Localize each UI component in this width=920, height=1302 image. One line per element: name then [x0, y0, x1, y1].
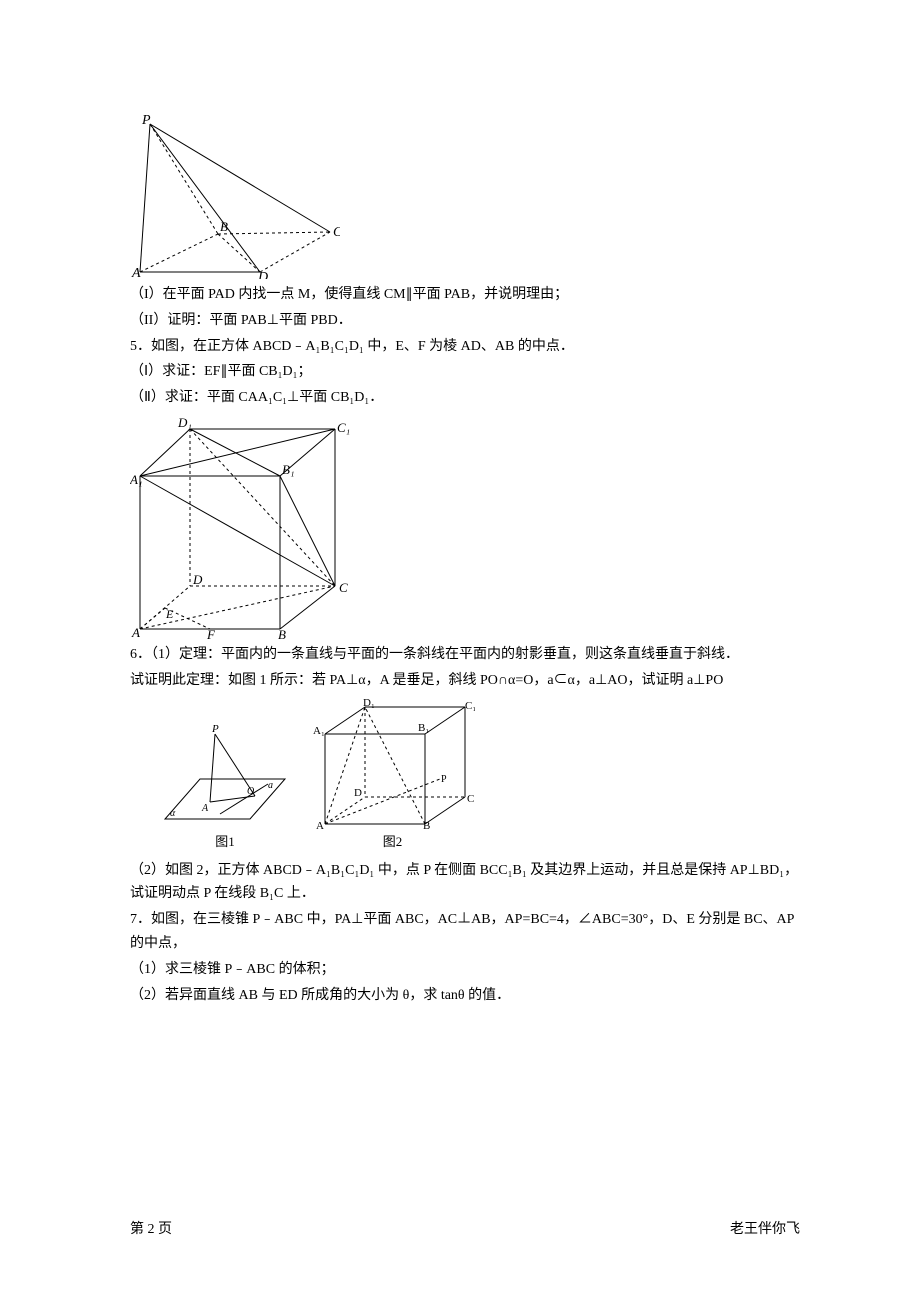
figure-pyramid: P A B C D	[130, 114, 800, 279]
fig2-label: 图2	[383, 831, 403, 853]
p7-sub2: （2）若异面直线 AB 与 ED 所成角的大小为 θ，求 tanθ 的值．	[130, 984, 800, 1008]
figure-cube1: A₁ B₁ C₁ D₁ A B C D E F	[130, 414, 800, 639]
svg-text:A: A	[131, 625, 140, 639]
svg-text:D: D	[257, 270, 268, 279]
svg-text:a: a	[268, 780, 273, 791]
svg-text:B: B	[423, 820, 430, 829]
fig1-label: 图1	[215, 831, 235, 853]
p4-sub2: （II）证明：平面 PAB⊥平面 PBD．	[130, 309, 800, 333]
footer-page-number: 第 2 页	[130, 1218, 172, 1242]
svg-text:C: C	[339, 580, 348, 595]
p6-title: 6．（1）定理：平面内的一条直线与平面的一条斜线在平面内的射影垂直，则这条直线垂…	[130, 643, 800, 667]
svg-text:P: P	[211, 724, 219, 735]
svg-text:B: B	[220, 219, 228, 234]
svg-text:C: C	[333, 225, 340, 240]
p5-title: 5．如图，在正方体 ABCD﹣A₁B₁C₁D₁ 中，E、F 为棱 AD、AB 的…	[130, 335, 800, 359]
svg-text:A: A	[316, 820, 324, 829]
svg-text:F: F	[206, 627, 216, 639]
svg-text:O: O	[247, 786, 254, 797]
svg-text:C: C	[467, 793, 474, 805]
svg-text:A₁: A₁	[313, 725, 325, 737]
svg-text:A: A	[201, 803, 209, 814]
figure-plane: P A O α a	[160, 724, 290, 829]
p7-sub1: （1）求三棱锥 P﹣ABC 的体积；	[130, 958, 800, 982]
svg-text:P: P	[441, 774, 447, 785]
p6-sub1: 试证明此定理：如图 1 所示：若 PA⊥α，A 是垂足，斜线 PO∩α=O，a⊂…	[130, 669, 800, 693]
figure-row-p6: P A O α a 图1	[130, 699, 800, 853]
svg-text:D: D	[192, 572, 203, 587]
p7-title: 7．如图，在三棱锥 P﹣ABC 中，PA⊥平面 ABC，AC⊥AB，AP=BC=…	[130, 908, 800, 956]
svg-text:P: P	[141, 114, 151, 128]
svg-text:C₁: C₁	[337, 420, 350, 435]
svg-text:D: D	[354, 787, 362, 799]
footer-right-label: 老王伴你飞	[730, 1218, 800, 1242]
p4-sub1: （I）在平面 PAD 内找一点 M，使得直线 CM∥平面 PAB，并说明理由；	[130, 283, 800, 307]
svg-text:C₁: C₁	[465, 700, 475, 712]
svg-text:B₁: B₁	[282, 462, 294, 477]
svg-text:D₁: D₁	[363, 699, 375, 709]
figure-plane-box: P A O α a 图1	[160, 724, 290, 853]
svg-text:B₁: B₁	[418, 722, 429, 734]
p5-sub2: （Ⅱ）求证：平面 CAA₁C₁⊥平面 CB₁D₁．	[130, 386, 800, 410]
figure-cube2: A B C D A₁ B₁ C₁ D₁ P	[310, 699, 475, 829]
svg-text:D₁: D₁	[177, 415, 192, 430]
svg-text:E: E	[165, 607, 174, 621]
document-content: P A B C D （I）在平面 PAD 内找一点 M，使得直线 CM∥平面 P…	[130, 114, 800, 1007]
figure-cube2-box: A B C D A₁ B₁ C₁ D₁ P 图2	[310, 699, 475, 853]
page-footer: 第 2 页 老王伴你飞	[130, 1218, 800, 1242]
p5-sub1: （Ⅰ）求证：EF∥平面 CB₁D₁；	[130, 360, 800, 384]
p6-sub2: （2）如图 2，正方体 ABCD﹣A₁B₁C₁D₁ 中，点 P 在侧面 BCC₁…	[130, 859, 800, 907]
svg-text:A: A	[131, 266, 141, 279]
svg-text:A₁: A₁	[130, 472, 142, 487]
svg-text:B: B	[278, 627, 286, 639]
svg-text:α: α	[170, 808, 176, 819]
